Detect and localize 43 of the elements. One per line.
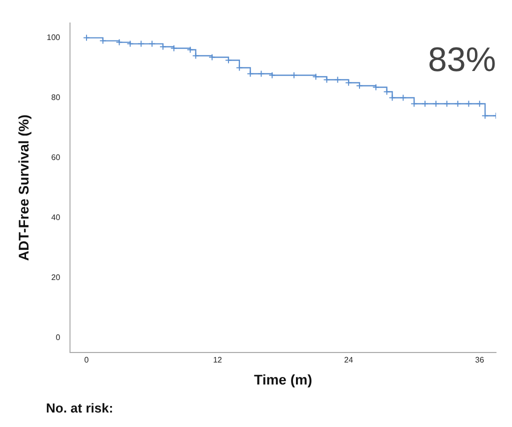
point (422, 100, 429, 108)
y-tick-label: 100 (46, 32, 61, 42)
annotation: 83% (428, 41, 496, 80)
point (432, 100, 440, 108)
point (323, 76, 330, 84)
point (383, 88, 390, 96)
y-axis-title: ADT-Free Survival (%) (15, 114, 32, 261)
y-tick-label: 20 (51, 272, 61, 282)
point (345, 79, 352, 86)
point (148, 40, 156, 48)
point (236, 64, 243, 72)
y-tick-label: 80 (51, 92, 61, 102)
point (268, 72, 276, 79)
point (476, 100, 484, 108)
point (482, 112, 489, 120)
point (116, 38, 123, 46)
x-tick-label: 36 (475, 356, 485, 365)
y-tick-label: 40 (51, 212, 61, 222)
point (192, 52, 200, 60)
y-tick-label: 60 (51, 152, 61, 162)
y-tick-label: 0 (56, 332, 61, 342)
point (454, 100, 462, 108)
x-tick-label: 12 (213, 356, 223, 365)
point (290, 72, 298, 79)
point (186, 46, 194, 54)
point (410, 100, 418, 108)
point (334, 76, 342, 84)
point (372, 84, 380, 91)
x-axis-title: Time (m) (254, 371, 312, 388)
point (138, 40, 145, 48)
point (388, 94, 396, 102)
point (208, 54, 216, 61)
x-tick-label: 24 (344, 356, 354, 365)
point (312, 73, 320, 80)
x-tick-label: 0 (84, 356, 90, 365)
point (443, 100, 450, 108)
text: No. at risk: (46, 400, 114, 416)
point (170, 44, 178, 52)
point (400, 94, 407, 102)
point (258, 70, 265, 78)
point (246, 70, 254, 78)
point (465, 100, 472, 108)
point (126, 40, 134, 48)
